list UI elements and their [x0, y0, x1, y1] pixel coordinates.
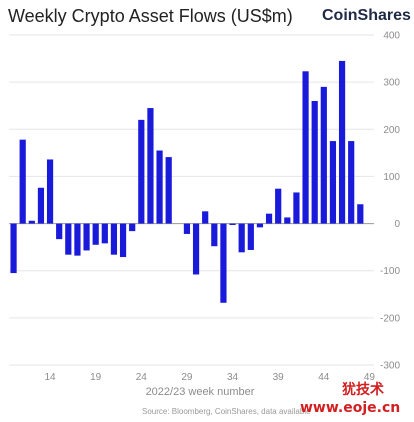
flow-bar: [293, 192, 300, 224]
flow-bar: [37, 187, 45, 224]
x-tick-label: 29: [181, 372, 193, 383]
flow-bar: [202, 211, 209, 224]
x-tick-label: 39: [273, 372, 285, 383]
y-axis-ticks: 400 300 200 100 0 -100 -200 -300: [380, 31, 400, 372]
flow-bar: [338, 60, 346, 224]
y-tick-label: -300: [380, 361, 400, 372]
flow-bar: [302, 71, 309, 224]
y-tick-label: -200: [380, 313, 400, 324]
flow-bar: [65, 223, 72, 255]
flow-bar: [83, 223, 90, 251]
x-tick-label: 44: [318, 372, 330, 383]
flow-bar: [10, 223, 17, 274]
flow-bar: [284, 217, 291, 224]
flow-bar: [247, 223, 254, 250]
flow-bar: [348, 141, 355, 224]
bars: [10, 60, 373, 303]
y-tick-label: 100: [383, 172, 400, 183]
chart-title: Weekly Crypto Asset Flows (US$m): [8, 6, 293, 26]
y-tick-label: 400: [383, 31, 400, 42]
flow-bar: [147, 108, 154, 224]
y-tick-label: -100: [380, 266, 400, 277]
source-note: Source: Bloomberg, CoinShares, data avai…: [142, 407, 311, 416]
y-tick-label: 300: [383, 78, 400, 89]
flow-bar: [192, 223, 200, 275]
flow-bar: [329, 141, 337, 224]
x-tick-label: 24: [136, 372, 148, 383]
flow-bar: [238, 223, 245, 253]
y-tick-label: 200: [383, 125, 400, 136]
flow-bar: [92, 223, 99, 245]
flow-bar: [156, 150, 163, 224]
watermark-url: www.eoje.cn: [300, 400, 400, 416]
flow-bar: [320, 86, 327, 224]
x-tick-label: 14: [45, 372, 57, 383]
flow-bar: [129, 223, 136, 232]
flow-bar: [311, 101, 318, 224]
flow-bar: [165, 157, 172, 224]
x-axis-ticks: 14 19 24 29 34 39 44 49: [45, 372, 376, 383]
flow-bar: [19, 139, 26, 224]
flow-bar: [183, 223, 191, 234]
flow-bar: [275, 188, 282, 224]
gridlines: [9, 34, 374, 366]
flow-bar: [28, 220, 35, 224]
flow-bar: [119, 223, 127, 258]
flow-bar: [256, 223, 264, 228]
flow-bar: [357, 204, 364, 224]
flow-bar: [220, 223, 227, 303]
flow-bar: [211, 223, 218, 247]
y-tick-label: 0: [394, 219, 400, 230]
x-tick-label: 19: [90, 372, 102, 383]
flow-bar: [101, 223, 108, 244]
flow-bar: [229, 223, 236, 225]
flow-bar: [138, 119, 145, 224]
x-tick-label: 49: [364, 372, 376, 383]
x-axis-label: 2022/23 week number: [146, 386, 255, 398]
flow-bar: [110, 223, 118, 255]
coinshares-logo: CoinShares: [322, 7, 411, 24]
watermark-cn: 犹技术: [342, 381, 384, 398]
flow-bar: [265, 213, 273, 224]
x-tick-label: 34: [227, 372, 239, 383]
flow-bar: [46, 159, 54, 224]
flow-bar: [74, 223, 81, 256]
flow-bar: [56, 223, 63, 240]
